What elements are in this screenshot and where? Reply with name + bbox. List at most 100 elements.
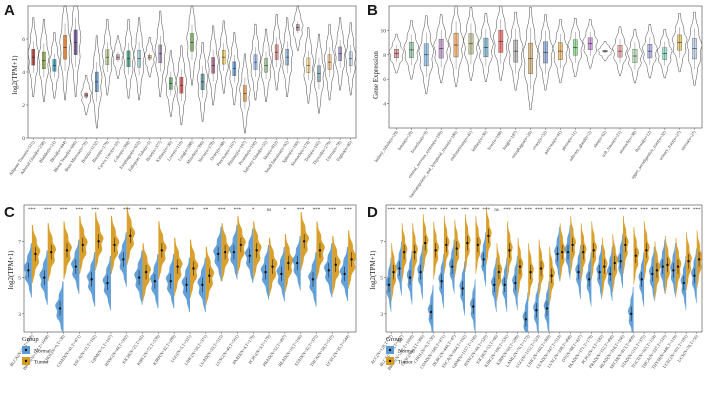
panel-a-violin: [207, 25, 219, 106]
panel-d-normal-median-dot: [387, 283, 391, 287]
panel-label-a: A: [4, 2, 15, 19]
panel-d-tumor-median-dot: [666, 263, 669, 267]
panel-c-significance-label: ***: [218, 208, 226, 213]
legend-label-normal: Normal: [398, 349, 415, 355]
panel-c-significance-label: *: [284, 208, 287, 213]
panel-d-tumor-median-dot: [402, 250, 406, 254]
panel-c-ytick-label: 7: [18, 239, 21, 245]
panel-d-significance-label: ***: [535, 208, 543, 213]
panel-d-tumor-median-dot: [687, 260, 690, 263]
panel-d-normal-median-dot: [556, 252, 559, 256]
panel-d-significance-label: ***: [440, 208, 448, 213]
panel-a-violin: [313, 33, 325, 114]
panel-c-normal-median-dot: [311, 278, 315, 281]
panel-d-significance-label: ***: [598, 208, 606, 213]
panel-c-tumor-median-dot: [113, 243, 116, 247]
panel-b-ytick-label: 8: [383, 53, 386, 59]
panel-d-significance-label: *: [580, 208, 583, 213]
panel-c-significance-label: ***: [297, 208, 305, 213]
panel-c-significance-label: ***: [107, 208, 115, 213]
panel-c-normal-median-dot: [153, 280, 157, 283]
panel-c-split-violin-chart: 357*** *** *** *** *** *** *** *** ** *** *** ** ***…: [9, 204, 357, 372]
panel-d-tumor-median-dot: [487, 234, 490, 238]
panel-c-significance-label: ***: [91, 208, 99, 213]
panel-b-ytick-label: 10: [381, 28, 387, 34]
panel-d-tumor-median-dot: [571, 243, 574, 247]
panel-c-normal-median-dot: [232, 250, 236, 254]
panel-d-tumor-median-dot: [539, 267, 543, 270]
panel-c-significance-label: ***: [139, 208, 147, 213]
panel-d-significance-label: ***: [503, 208, 511, 213]
panel-c-normal-median-dot: [27, 269, 30, 272]
panel-d-plot-frame: [385, 204, 703, 333]
panel-d-tumor-median-dot: [423, 241, 427, 245]
panel-d-ytick-label: 7: [380, 239, 383, 245]
panel-d-significance-label: ***: [693, 208, 701, 213]
panel-d-normal-median-dot: [566, 250, 570, 254]
panel-c-tumor-median-dot: [34, 252, 37, 256]
panel-a-violin: [80, 75, 92, 116]
panel-d-normal-median-dot: [472, 305, 475, 308]
panel-c-normal-median-dot: [137, 276, 141, 279]
panel-c-normal-median-dot: [295, 261, 299, 265]
panel-d-tumor-median-dot: [603, 265, 606, 268]
panel-d-tumor-median-dot: [613, 261, 616, 265]
panel-d-tumor-median-dot: [697, 258, 701, 261]
panel-d-significance-label: ***: [630, 208, 638, 213]
panel-c-significance-label: **: [156, 208, 162, 213]
panel-c-normal-median-dot: [106, 281, 109, 285]
panel-c-tumor-median-dot: [350, 258, 353, 261]
panel-c-significance-label: ***: [186, 208, 194, 213]
panel-a-violin: [249, 23, 262, 101]
panel-c-ylabel: log2(TPM+1): [7, 250, 15, 290]
panel-c-tumor-median-dot: [192, 267, 195, 270]
panel-c-normal-median-dot: [280, 272, 283, 276]
panel-a-violin: [197, 42, 209, 122]
panel-d-significance-label: ***: [398, 208, 406, 213]
panel-a-violin: [38, 18, 50, 102]
panel-d-tumor-median-dot: [466, 241, 469, 245]
panel-b-ytick-label: 6: [383, 77, 386, 83]
panel-d-significance-label: ***: [651, 208, 659, 213]
panel-c-significance-label: ***: [44, 208, 52, 213]
panel-a-violin: [91, 35, 103, 129]
panel-c-significance-label: ***: [76, 208, 84, 213]
panel-a-violin: [59, 5, 71, 101]
panel-label-d: D: [367, 204, 378, 221]
panel-d-tumor-median-dot: [392, 270, 395, 274]
panel-label-b: B: [367, 2, 378, 19]
panel-d-tumor-median-dot: [434, 249, 437, 252]
panel-d-normal-median-dot: [535, 309, 538, 312]
legend-dot: [24, 359, 28, 363]
panel-c-normal-median-dot: [201, 283, 204, 287]
panel-label-c: C: [4, 204, 15, 221]
panel-a-violin: [27, 17, 39, 97]
panel-d-tumor-median-dot: [476, 243, 480, 247]
panel-c-ytick-label: 3: [18, 312, 21, 318]
panel-d-normal-median-dot: [398, 267, 401, 270]
panel-d-split-violin-chart: 357*** *** *** *** *** *** *** *** *** *** ns *** **…: [370, 204, 703, 372]
panel-c-significance-label: ***: [313, 208, 321, 213]
panel-d-significance-label: ***: [588, 208, 596, 213]
panel-d-significance-label: ***: [482, 208, 490, 213]
panel-a-violin: [154, 10, 166, 97]
panel-d-normal-median-dot: [587, 278, 591, 281]
panel-c-significance-label: ***: [60, 208, 68, 213]
panel-d-tumor-median-dot: [518, 265, 522, 268]
panel-d-tumor-median-dot: [413, 250, 416, 254]
panel-d-normal-violin: [427, 284, 434, 332]
panel-d-normal-median-dot: [545, 307, 549, 310]
panel-c-normal-median-dot: [122, 258, 125, 261]
panel-a-violin: [101, 18, 113, 96]
panel-a-violin: [334, 17, 346, 91]
panel-b-violin-chart: 46810kidney_tubule(n=29)breast(n=29)bron…: [373, 5, 703, 199]
panel-a-violin: [228, 32, 240, 106]
panel-c-significance-label: ***: [123, 208, 131, 213]
panel-d-ytick-label: 3: [380, 312, 383, 318]
panel-d-normal-violin: [543, 281, 550, 332]
panel-c-tumor-median-dot: [65, 249, 69, 252]
panel-a-ylabel: log2(TPM+1): [11, 55, 19, 95]
panel-d-tumor-median-dot: [655, 269, 659, 272]
